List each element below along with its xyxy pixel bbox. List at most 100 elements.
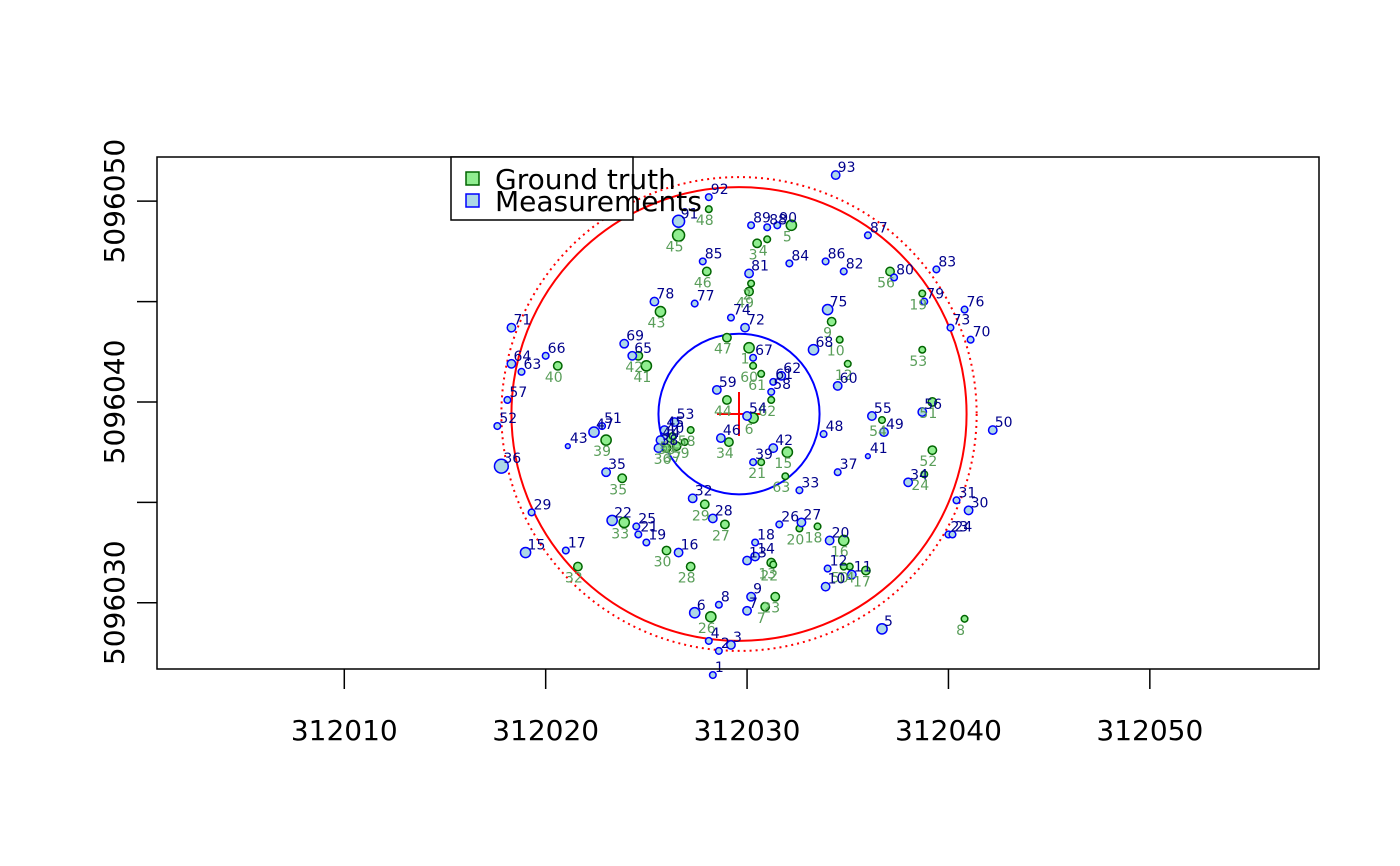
measurement-point-label: 33: [801, 475, 819, 491]
measurement-point-label: 40: [666, 421, 684, 437]
measurement-point: [830, 170, 841, 181]
ground-truth-point-label: 5: [783, 229, 792, 245]
measurement-point-label: 87: [870, 220, 888, 236]
ground-truth-point-label: 9: [823, 326, 832, 342]
ground-truth-point-label: 49: [736, 296, 754, 312]
measurement-point: [673, 547, 684, 558]
ground-truth-point: [704, 205, 713, 214]
ground-truth-point-label: 17: [853, 575, 871, 591]
measurement-point-label: 30: [971, 495, 989, 511]
measurement-point: [763, 223, 772, 232]
measurement-point: [863, 231, 872, 240]
measurement-point-label: 32: [695, 483, 713, 499]
ground-truth-point: [763, 235, 772, 244]
measurement-point-label: 89: [753, 210, 771, 226]
measurement-point-label: 17: [568, 536, 586, 552]
ground-truth-point: [668, 432, 677, 441]
measurement-point-label: 73: [952, 313, 970, 329]
ground-truth-point: [920, 470, 929, 479]
measurement-point-label: 55: [874, 401, 892, 417]
ground-truth-point: [760, 601, 771, 612]
measurement-point: [627, 350, 638, 361]
measurement-point: [564, 442, 571, 450]
measurement-point-label: 23: [950, 519, 968, 535]
ground-truth-point: [661, 545, 672, 556]
measurement-point-label: 47: [596, 417, 614, 433]
ground-truth-point-label: 6: [745, 422, 754, 438]
measurement-point: [688, 606, 701, 619]
measurement-point-label: 51: [604, 411, 622, 427]
measurement-point: [795, 486, 804, 495]
ground-truth-point: [721, 394, 732, 405]
outer-circle-dotted: [500, 176, 978, 652]
ground-truth-point-label: 50: [831, 571, 849, 587]
measurement-point-label: 60: [840, 371, 858, 387]
measurement-point: [890, 273, 899, 282]
measurement-point: [642, 538, 651, 547]
measurement-point: [527, 508, 536, 517]
ground-truth-point: [600, 434, 612, 446]
measurement-point: [948, 530, 957, 539]
circles-layer: [500, 176, 978, 652]
measurement-point: [726, 639, 736, 650]
measurement-point: [846, 569, 857, 580]
ground-truth-point: [767, 395, 776, 404]
measurement-point-label: 46: [723, 423, 741, 439]
measurement-point: [517, 367, 526, 376]
ground-truth-point: [572, 561, 583, 572]
measurement-point: [715, 433, 726, 444]
ground-truth-layer: [552, 205, 969, 623]
ground-truth-point-label: 32: [565, 571, 583, 587]
measurement-point: [649, 296, 660, 307]
ground-truth-point: [640, 359, 653, 372]
measurement-point-label: 20: [832, 525, 850, 541]
measurement-point-label: 75: [830, 295, 848, 311]
measurement-point: [493, 458, 510, 474]
measurement-point: [671, 214, 686, 229]
y-tick-label: 5096030: [98, 540, 131, 665]
measurement-point: [963, 505, 974, 516]
measurement-point: [819, 430, 828, 439]
measurement-point: [776, 370, 787, 381]
measurement-point: [839, 267, 848, 276]
measurement-point-label: 18: [757, 528, 775, 544]
measurement-point: [632, 522, 641, 531]
ground-truth-point: [960, 614, 969, 623]
ground-truth-point-label: 43: [648, 316, 666, 332]
ground-truth-point-label: 54: [869, 424, 887, 440]
measurement-point: [711, 384, 722, 395]
ground-truth-point-label: 21: [748, 466, 766, 482]
ground-truth-point: [699, 499, 710, 510]
measurement-point-label: 41: [870, 441, 888, 457]
measurement-point-label: 34: [910, 467, 928, 483]
measurement-point-label: 86: [828, 246, 846, 262]
x-tick-label: 312050: [1096, 714, 1203, 747]
measurement-point: [708, 670, 717, 680]
measurement-point: [932, 265, 941, 274]
ground-truth-point-label: 3: [749, 247, 758, 263]
ground-truth-point: [654, 305, 667, 318]
measurement-point-label: 48: [826, 419, 844, 435]
ground-truth-point: [860, 565, 871, 576]
ground-truth-point-label: 10: [827, 344, 845, 360]
measurement-point: [864, 453, 872, 460]
measurement-point: [952, 496, 961, 505]
measurement-point: [775, 520, 784, 529]
measurement-point: [519, 546, 532, 559]
ground-truth-point: [757, 369, 766, 378]
ground-truth-point-label: 13: [758, 567, 776, 583]
ground-truth-point: [747, 279, 756, 288]
measurement-point: [742, 411, 753, 421]
measurement-point: [749, 458, 758, 467]
ground-truth-point-label: 29: [692, 508, 710, 524]
measurement-point-label: 27: [803, 507, 821, 523]
measurement-point-label: 42: [775, 433, 793, 449]
ground-truth-point: [918, 289, 927, 298]
measurement-point: [506, 322, 517, 333]
measurement-point: [655, 435, 666, 446]
measurement-point-label: 57: [509, 385, 527, 401]
measurement-point-label: 49: [886, 417, 904, 433]
